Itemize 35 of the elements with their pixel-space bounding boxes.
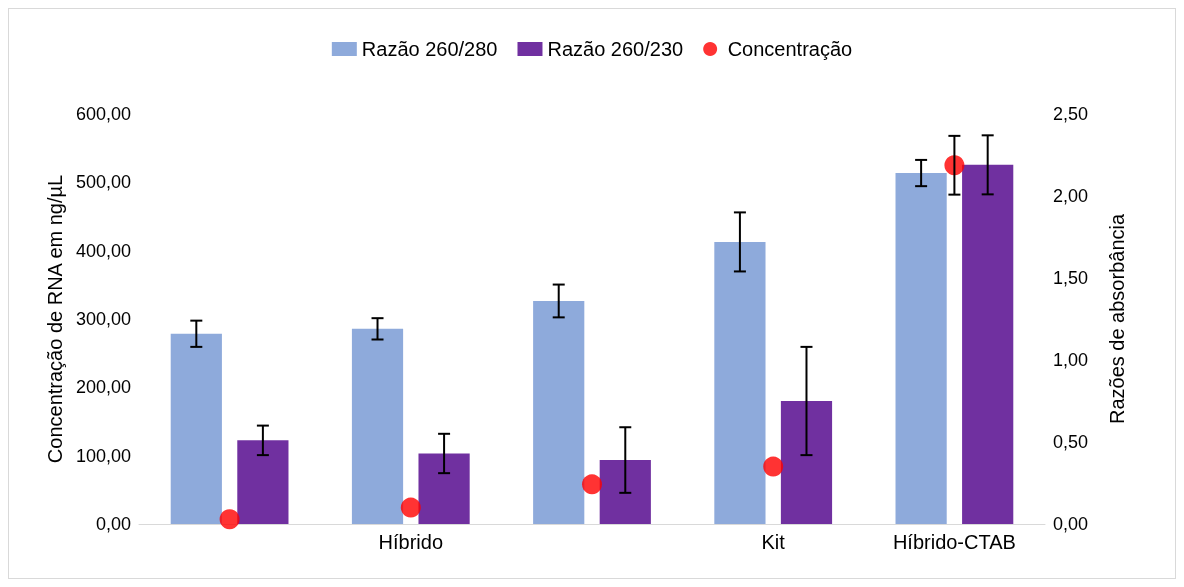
y2-tick-label: 0,00 — [1053, 514, 1089, 534]
y2-tick-label: 2,00 — [1053, 186, 1089, 206]
bar — [895, 173, 947, 524]
bar — [533, 300, 585, 524]
point — [400, 497, 421, 518]
y-tick-label: 600,00 — [75, 104, 131, 124]
y-tick-label: 100,00 — [75, 445, 131, 466]
y-tick-label: 400,00 — [75, 240, 131, 261]
x-tick-label: Híbrido — [378, 531, 444, 553]
y-tick-label: 300,00 — [75, 309, 131, 329]
legend-label: Razão 260/230 — [547, 38, 684, 60]
y2-tick-label: 1,50 — [1053, 268, 1089, 288]
bar — [714, 241, 766, 524]
point — [582, 474, 602, 495]
legend-label: Concentração — [727, 38, 853, 60]
point — [219, 509, 240, 530]
x-tick-label: Kit — [761, 531, 786, 553]
bar — [351, 328, 404, 524]
y2-tick-label: 1,00 — [1053, 350, 1089, 370]
y2-axis-title: Razões de absorbância — [1106, 213, 1128, 425]
legend-label: Razão 260/280 — [361, 38, 498, 60]
y-tick-label: 200,00 — [75, 377, 131, 398]
x-tick-label: Híbrido-CTAB — [892, 531, 1016, 553]
bar — [780, 401, 833, 524]
bar — [418, 453, 470, 524]
point — [763, 456, 784, 477]
bar — [599, 460, 651, 524]
bar — [962, 164, 1014, 524]
y-tick-label: 500,00 — [75, 172, 131, 193]
bar — [237, 440, 289, 524]
y-tick-label: 0,00 — [95, 514, 131, 534]
y2-tick-label: 2,50 — [1053, 104, 1089, 124]
y2-tick-label: 0,50 — [1053, 432, 1089, 452]
bar — [170, 333, 222, 524]
y-axis-title: Concentração de RNA em ng/µL — [44, 174, 67, 464]
